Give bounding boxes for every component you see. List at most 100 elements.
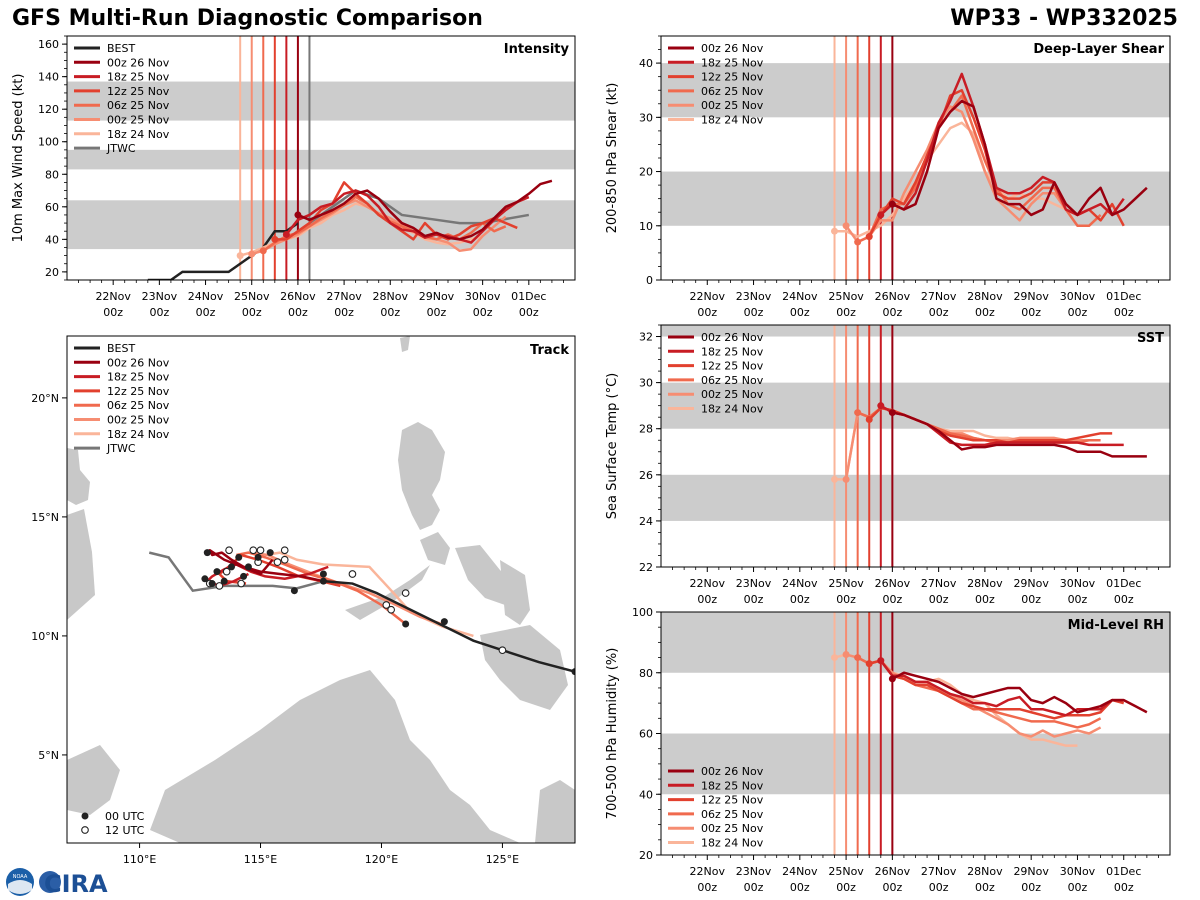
track-marker-00utc [402,620,410,628]
track-marker-12utc [382,601,391,609]
forecast-line [891,99,1148,217]
track-marker-00utc [244,563,252,571]
x-tick-sublabel: 00z [975,593,995,606]
track-marker-00utc [254,553,262,561]
init-point [271,235,279,243]
legend-label: 00z 25 Nov [701,388,764,401]
init-point [842,475,850,483]
best-track-line [147,222,299,280]
threshold-band [661,612,1170,673]
legend-label: 18z 24 Nov [701,837,764,850]
track-marker-12utc [249,546,258,555]
x-tick-label: 26Nov [875,290,911,303]
x-tick-label: 23Nov [736,577,772,590]
y-tick-label: 26 [639,469,653,482]
x-tick-sublabel: 00z [697,881,717,894]
y-tick-label: 60 [639,728,653,741]
track-marker-00utc [213,568,221,576]
track-marker-12utc [215,582,224,590]
init-point [865,233,873,241]
track-marker-12utc [348,570,357,578]
init-point [831,475,839,483]
track-marker-00utc [290,587,298,595]
panel-sst: 22Nov 00z 23Nov 00z 24Nov 00z 25Nov 00z 26Nov 00z… [605,324,1171,606]
legend-label: 06z 25 Nov [107,99,170,112]
legend-label: 00z 26 Nov [701,42,764,55]
y-tick-label: 15°N [31,511,59,524]
x-tick-sublabel: 00z [1114,593,1134,606]
x-tick-label: 26Nov [875,865,911,878]
x-tick-label: 30Nov [1060,865,1096,878]
x-tick-sublabel: 00z [744,306,764,319]
legend-label: 18z 25 Nov [107,371,170,384]
legend-label: 18z 25 Nov [701,779,764,792]
y-tick-label: 20°N [31,392,59,405]
x-tick-sublabel: 00z [975,306,995,319]
threshold-band [661,733,1170,795]
y-tick-label: 160 [38,38,59,51]
legend-label: 06z 25 Nov [701,374,764,387]
x-tick-sublabel: 00z [196,306,216,319]
x-tick-sublabel: 00z [288,306,308,319]
legend-label: 18z 25 Nov [701,56,764,69]
land-taiwan-tip [400,336,410,352]
x-tick-label: 25Nov [828,865,864,878]
track-marker-00utc [203,549,211,557]
legend-label: 00 UTC [105,810,145,823]
x-tick-sublabel: 00z [836,593,856,606]
forecast-line [891,671,1148,714]
legend-label: 00z 25 Nov [107,114,170,127]
threshold-band [661,63,1170,118]
init-point [842,651,850,659]
y-tick-label: 140 [38,71,59,84]
legend-label: 06z 25 Nov [107,399,170,412]
y-tick-label: 5°N [38,749,59,762]
plot-area [67,36,575,280]
legend-label: BEST [107,342,135,355]
legend-label: 12z 25 Nov [107,385,170,398]
track-marker-12utc [401,589,410,597]
panel-frame [66,335,576,844]
x-tick-sublabel: 00z [790,306,810,319]
legend-label: 06z 25 Nov [701,808,764,821]
panel-title: SST [1137,331,1164,346]
x-tick-label: 23Nov [736,290,772,303]
init-point [877,211,885,219]
track-marker-12utc [280,555,289,564]
x-tick-label: 29Nov [1013,290,1049,303]
forecast-line [868,659,1125,720]
x-tick-label: 25Nov [828,577,864,590]
legend-label: 18z 24 Nov [701,403,764,416]
plot-area [661,612,1170,855]
x-tick-label: 27Nov [921,577,957,590]
init-point [888,409,896,417]
track-marker-00utc [240,572,248,580]
x-tick-label: 24Nov [782,290,818,303]
storm-id: WP33 - WP332025 [950,6,1178,31]
x-tick-label: 01Dec [1106,865,1141,878]
y-tick-label: 30 [639,111,653,124]
init-point [877,402,885,410]
init-point [854,238,862,246]
legend-label: 12 UTC [105,824,145,837]
x-tick-sublabel: 00z [929,306,949,319]
x-tick-sublabel: 00z [1068,881,1088,894]
x-tick-sublabel: 00z [882,593,902,606]
y-tick-label: 32 [639,331,653,344]
threshold-band [67,81,575,121]
land-palawan [345,565,430,620]
y-tick-label: 0 [646,274,653,287]
x-tick-label: 01Dec [1106,577,1141,590]
x-tick-label: 29Nov [419,290,455,303]
track-marker-12utc [222,567,231,576]
x-tick-sublabel: 00z [882,881,902,894]
figure-title: GFS Multi-Run Diagnostic Comparison [12,6,483,31]
track-marker-12utc [387,605,396,614]
legend-marker-00utc [81,812,89,820]
x-tick-sublabel: 00z [929,881,949,894]
y-tick-label: 40 [639,57,653,70]
legend-label: 18z 25 Nov [701,345,764,358]
noaa-badge-text: NOAA [13,874,28,880]
x-tick-sublabel: 00z [1068,306,1088,319]
